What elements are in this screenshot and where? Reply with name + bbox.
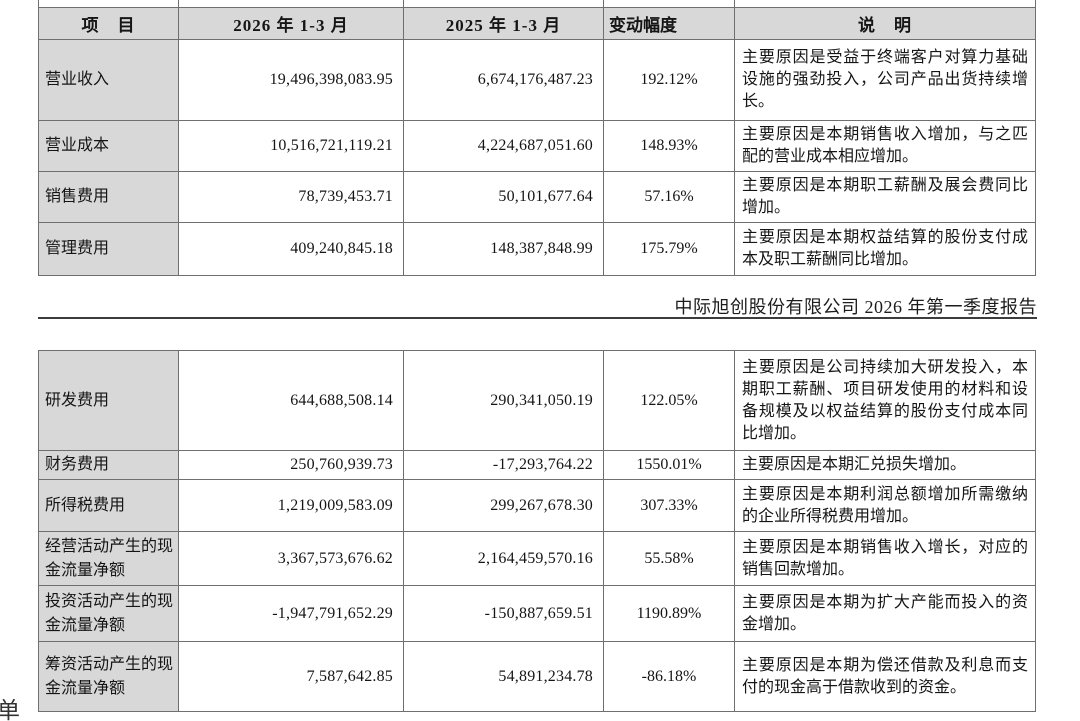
change-percent: 148.93% (603, 119, 735, 172)
page-title: 中际旭创股份有限公司 2026 年第一季度报告 (674, 297, 1037, 317)
variance-table-top: 项 目 2026 年 1-3 月 2025 年 1-3 月 变动幅度 说 明 营… (38, 0, 1036, 276)
value-2026: 10,516,721,119.21 (178, 119, 404, 172)
change-percent: 1190.89% (603, 585, 735, 642)
column-header-item: 项 目 (38, 6, 179, 40)
clipped-cell (603, 0, 735, 8)
item-label: 营业成本 (38, 119, 179, 172)
explanation: 主要原因是本期销售收入增加，与之匹配的营业成本相应增加。 (734, 119, 1036, 172)
value-2025: 54,891,234.78 (403, 641, 604, 712)
change-percent: 57.16% (603, 170, 735, 223)
table-row: 筹资活动产生的现金流量净额 7,587,642.85 54,891,234.78… (38, 641, 1036, 712)
clipped-cell (178, 0, 404, 8)
value-2025: 299,267,678.30 (403, 479, 604, 532)
explanation: 主要原因是本期职工薪酬及展会费同比增加。 (734, 170, 1036, 223)
item-label: 所得税费用 (38, 479, 179, 532)
table-row: 经营活动产生的现金流量净额 3,367,573,676.62 2,164,459… (38, 531, 1036, 586)
value-2026: -1,947,791,652.29 (178, 585, 404, 642)
explanation: 主要原因是本期利润总额增加所需缴纳的企业所得税费用增加。 (734, 479, 1036, 532)
clipped-row-above (38, 0, 1036, 8)
explanation: 主要原因是受益于终端客户对算力基础设施的强劲投入，公司产品出货持续增长。 (734, 38, 1036, 121)
clipped-cell (403, 0, 604, 8)
column-header-change: 变动幅度 (603, 6, 735, 40)
value-2025: -150,887,659.51 (403, 585, 604, 642)
change-percent: 175.79% (603, 221, 735, 276)
explanation: 主要原因是本期销售收入增长，对应的销售回款增加。 (734, 531, 1036, 586)
value-2025: 6,674,176,487.23 (403, 38, 604, 121)
change-percent: 307.33% (603, 479, 735, 532)
item-label: 投资活动产生的现金流量净额 (38, 585, 179, 642)
margin-clipped-character: 单 (0, 698, 20, 721)
change-percent: 55.58% (603, 531, 735, 586)
explanation: 主要原因是本期为偿还借款及利息而支付的现金高于借款收到的资金。 (734, 641, 1036, 712)
variance-table-bottom: 研发费用 644,688,508.14 290,341,050.19 122.0… (38, 350, 1036, 712)
table-row: 管理费用 409,240,845.18 148,387,848.99 175.7… (38, 221, 1036, 276)
value-2025: 290,341,050.19 (403, 350, 604, 451)
value-2025: 50,101,677.64 (403, 170, 604, 223)
table-row: 销售费用 78,739,453.71 50,101,677.64 57.16% … (38, 170, 1036, 223)
value-2025: 2,164,459,570.16 (403, 531, 604, 586)
table-row: 研发费用 644,688,508.14 290,341,050.19 122.0… (38, 350, 1036, 451)
table-row: 营业成本 10,516,721,119.21 4,224,687,051.60 … (38, 119, 1036, 172)
item-label: 筹资活动产生的现金流量净额 (38, 641, 179, 712)
explanation: 主要原因是本期为扩大产能而投入的资金增加。 (734, 585, 1036, 642)
value-2026: 3,367,573,676.62 (178, 531, 404, 586)
table-row: 所得税费用 1,219,009,583.09 299,267,678.30 30… (38, 479, 1036, 532)
value-2025: 4,224,687,051.60 (403, 119, 604, 172)
table-row: 财务费用 250,760,939.73 -17,293,764.22 1550.… (38, 450, 1036, 480)
item-label: 营业收入 (38, 38, 179, 121)
change-percent: 1550.01% (603, 450, 735, 480)
table-header-row: 项 目 2026 年 1-3 月 2025 年 1-3 月 变动幅度 说 明 (38, 6, 1036, 40)
column-header-2025: 2025 年 1-3 月 (403, 6, 604, 40)
change-percent: 122.05% (603, 350, 735, 451)
value-2026: 644,688,508.14 (178, 350, 404, 451)
item-label: 财务费用 (38, 450, 179, 480)
value-2026: 78,739,453.71 (178, 170, 404, 223)
clipped-cell (38, 0, 179, 8)
column-header-note: 说 明 (734, 6, 1036, 40)
item-label: 经营活动产生的现金流量净额 (38, 531, 179, 586)
item-label: 研发费用 (38, 350, 179, 451)
value-2026: 7,587,642.85 (178, 641, 404, 712)
item-label: 销售费用 (38, 170, 179, 223)
column-header-2026: 2026 年 1-3 月 (178, 6, 404, 40)
value-2026: 409,240,845.18 (178, 221, 404, 276)
value-2025: -17,293,764.22 (403, 450, 604, 480)
item-label: 管理费用 (38, 221, 179, 276)
explanation: 主要原因是公司持续加大研发投入，本期职工薪酬、项目研发使用的材料和设备规模及以权… (734, 350, 1036, 451)
value-2026: 250,760,939.73 (178, 450, 404, 480)
value-2026: 1,219,009,583.09 (178, 479, 404, 532)
value-2025: 148,387,848.99 (403, 221, 604, 276)
change-percent: 192.12% (603, 38, 735, 121)
change-percent: -86.18% (603, 641, 735, 712)
table-row: 投资活动产生的现金流量净额 -1,947,791,652.29 -150,887… (38, 585, 1036, 642)
clipped-cell (734, 0, 1036, 8)
explanation: 主要原因是本期权益结算的股份支付成本及职工薪酬同比增加。 (734, 221, 1036, 276)
page-header-rule (38, 317, 1037, 319)
table-row: 营业收入 19,496,398,083.95 6,674,176,487.23 … (38, 38, 1036, 121)
value-2026: 19,496,398,083.95 (178, 38, 404, 121)
explanation: 主要原因是本期汇兑损失增加。 (734, 450, 1036, 480)
